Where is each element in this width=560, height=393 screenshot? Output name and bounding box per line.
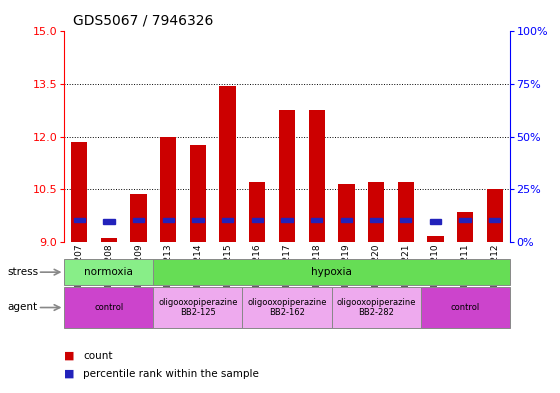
Bar <box>279 110 295 242</box>
Text: count: count <box>83 351 113 361</box>
Bar <box>368 182 384 242</box>
Bar <box>400 218 412 222</box>
Bar <box>222 218 234 222</box>
Bar <box>192 218 204 222</box>
Text: oligooxopiperazine
BB2-125: oligooxopiperazine BB2-125 <box>158 298 237 317</box>
Text: percentile rank within the sample: percentile rank within the sample <box>83 369 259 379</box>
Bar <box>101 238 117 242</box>
Bar <box>153 259 510 285</box>
Text: normoxia: normoxia <box>85 267 133 277</box>
Bar <box>398 182 414 242</box>
Text: control: control <box>450 303 480 312</box>
Bar <box>73 218 85 222</box>
Bar <box>457 212 473 242</box>
Bar <box>340 218 352 222</box>
Text: ■: ■ <box>64 351 75 361</box>
Text: GDS5067 / 7946326: GDS5067 / 7946326 <box>73 14 213 28</box>
Bar <box>160 136 176 242</box>
Bar <box>64 259 153 285</box>
Bar <box>251 218 263 222</box>
Text: ■: ■ <box>64 369 75 379</box>
Bar <box>130 195 147 242</box>
Bar <box>459 218 471 222</box>
Bar <box>489 218 501 222</box>
Bar <box>220 86 236 242</box>
Bar <box>249 182 265 242</box>
Bar <box>281 218 293 222</box>
Bar <box>71 142 87 242</box>
Bar <box>190 145 206 242</box>
Bar <box>162 218 174 222</box>
Text: hypoxia: hypoxia <box>311 267 352 277</box>
Text: oligooxopiperazine
BB2-162: oligooxopiperazine BB2-162 <box>248 298 326 317</box>
Bar <box>427 237 444 242</box>
Bar <box>103 219 115 224</box>
Bar <box>133 218 144 222</box>
Text: stress: stress <box>7 267 39 277</box>
Text: control: control <box>94 303 124 312</box>
Bar <box>311 218 323 222</box>
Bar <box>421 287 510 328</box>
Text: agent: agent <box>7 302 38 312</box>
Bar <box>64 287 153 328</box>
Bar <box>309 110 325 242</box>
Bar <box>242 287 332 328</box>
Text: oligooxopiperazine
BB2-282: oligooxopiperazine BB2-282 <box>337 298 416 317</box>
Bar <box>338 184 354 242</box>
Bar <box>430 219 441 224</box>
Bar <box>153 287 242 328</box>
Bar <box>370 218 382 222</box>
Bar <box>332 287 421 328</box>
Bar <box>487 189 503 242</box>
